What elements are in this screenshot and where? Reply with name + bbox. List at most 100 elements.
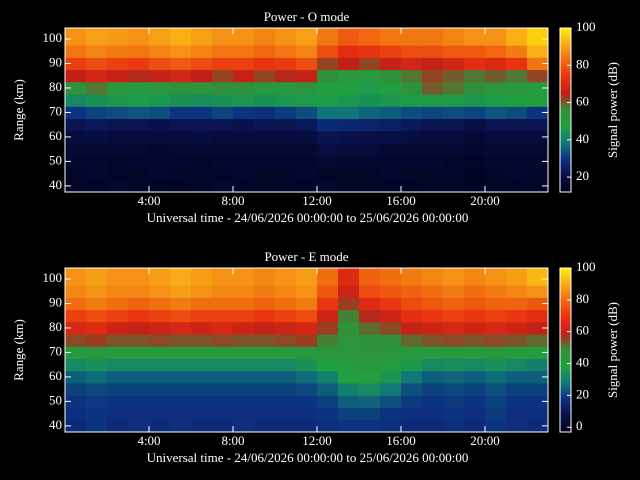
heatmap-cell [275,334,297,347]
heatmap-cell [527,81,549,95]
heatmap-cell [128,130,150,144]
heatmap-cell [107,57,129,71]
heatmap-cell [149,57,171,71]
heatmap-cell [254,28,276,46]
heatmap-cell [86,57,108,71]
heatmap-cell [212,370,234,384]
heatmap-cell [296,268,318,286]
heatmap-cell [338,28,360,46]
heatmap-cell [191,358,213,372]
heatmap-cell [401,94,423,107]
heatmap-cell [107,167,129,181]
heatmap-cell [338,130,360,144]
heatmap-cell [128,155,150,169]
heatmap-cell [107,28,129,46]
heatmap-cell [422,57,444,71]
heatmap-cell [128,28,150,46]
heatmap-cell [485,309,507,323]
heatmap-cell [233,321,255,335]
heatmap-cell [380,81,402,95]
heatmap-cell [296,321,318,335]
heatmap-cell [254,106,276,120]
heatmap-cell [443,167,465,181]
heatmap-cell [485,130,507,144]
heatmap-cell [443,334,465,347]
heatmap-cell [464,285,486,298]
heatmap-cell [86,407,108,421]
heatmap-cell [149,81,171,95]
heatmap-cell [401,268,423,286]
heatmap-cell [506,395,528,409]
heatmap-cell [380,28,402,46]
heatmap-cell [464,383,486,396]
heatmap-cell [317,358,339,372]
heatmap-cell [128,383,150,396]
heatmap-cell [380,419,402,433]
heatmap-cell [86,143,108,156]
heatmap-cell [107,321,129,335]
heatmap-cell [254,45,276,58]
heatmap-cell [443,179,465,193]
heatmap-cell [506,297,528,311]
heatmap-cell [422,81,444,95]
heatmap-cell [170,130,192,144]
heatmap-cell [443,346,465,360]
heatmap-cell [485,106,507,120]
heatmap-cell [170,383,192,396]
heatmap-cell [191,106,213,120]
heatmap-cell [212,143,234,156]
colorbar-tick-label: 60 [576,323,589,338]
heatmap-cell [401,118,423,132]
heatmap-cell [359,346,381,360]
heatmap-cell [86,346,108,360]
heatmap-cell [443,395,465,409]
heatmap-cell [317,370,339,384]
heatmap-cell [443,407,465,421]
heatmap-cell [149,395,171,409]
heatmap-cell [506,285,528,298]
x-tick-label: 20:00 [470,433,500,448]
heatmap-cell [464,94,486,107]
heatmap-cell [401,383,423,396]
heatmap-cell [233,407,255,421]
heatmap-cell [317,179,339,193]
heatmap-cell [527,395,549,409]
heatmap-cell [464,81,486,95]
heatmap-cell [485,383,507,396]
heatmap-cell [128,334,150,347]
heatmap-cell [86,309,108,323]
heatmap-cell [317,81,339,95]
heatmap-cell [275,370,297,384]
heatmap-cell [506,179,528,193]
colorbar-tick-label: 80 [576,291,589,306]
y-tick-label: 40 [49,177,62,192]
heatmap-cell [65,419,87,433]
heatmap-cell [317,407,339,421]
heatmap-cell [128,268,150,286]
heatmap-cell [86,81,108,95]
heatmap-cell [65,45,87,58]
heatmap-cell [359,370,381,384]
heatmap-cell [380,321,402,335]
heatmap-cell [317,383,339,396]
heatmap-cell [380,57,402,71]
heatmap-cell [485,167,507,181]
heatmap-cell [212,69,234,83]
heatmap-cell [86,28,108,46]
heatmap-cell [86,69,108,83]
heatmap-cell [233,268,255,286]
heatmap-cell [275,419,297,433]
heatmap-cell [359,167,381,181]
heatmap-cell [401,179,423,193]
heatmap-cell [128,297,150,311]
heatmap-cell [464,395,486,409]
heatmap-cell [506,81,528,95]
heatmap-cell [191,407,213,421]
heatmap-cell [212,167,234,181]
heatmap-cell [254,383,276,396]
heatmap-cell [86,383,108,396]
heatmap-cell [128,81,150,95]
heatmap-cell [401,106,423,120]
heatmap-cell [401,395,423,409]
heatmap-cell [191,57,213,71]
